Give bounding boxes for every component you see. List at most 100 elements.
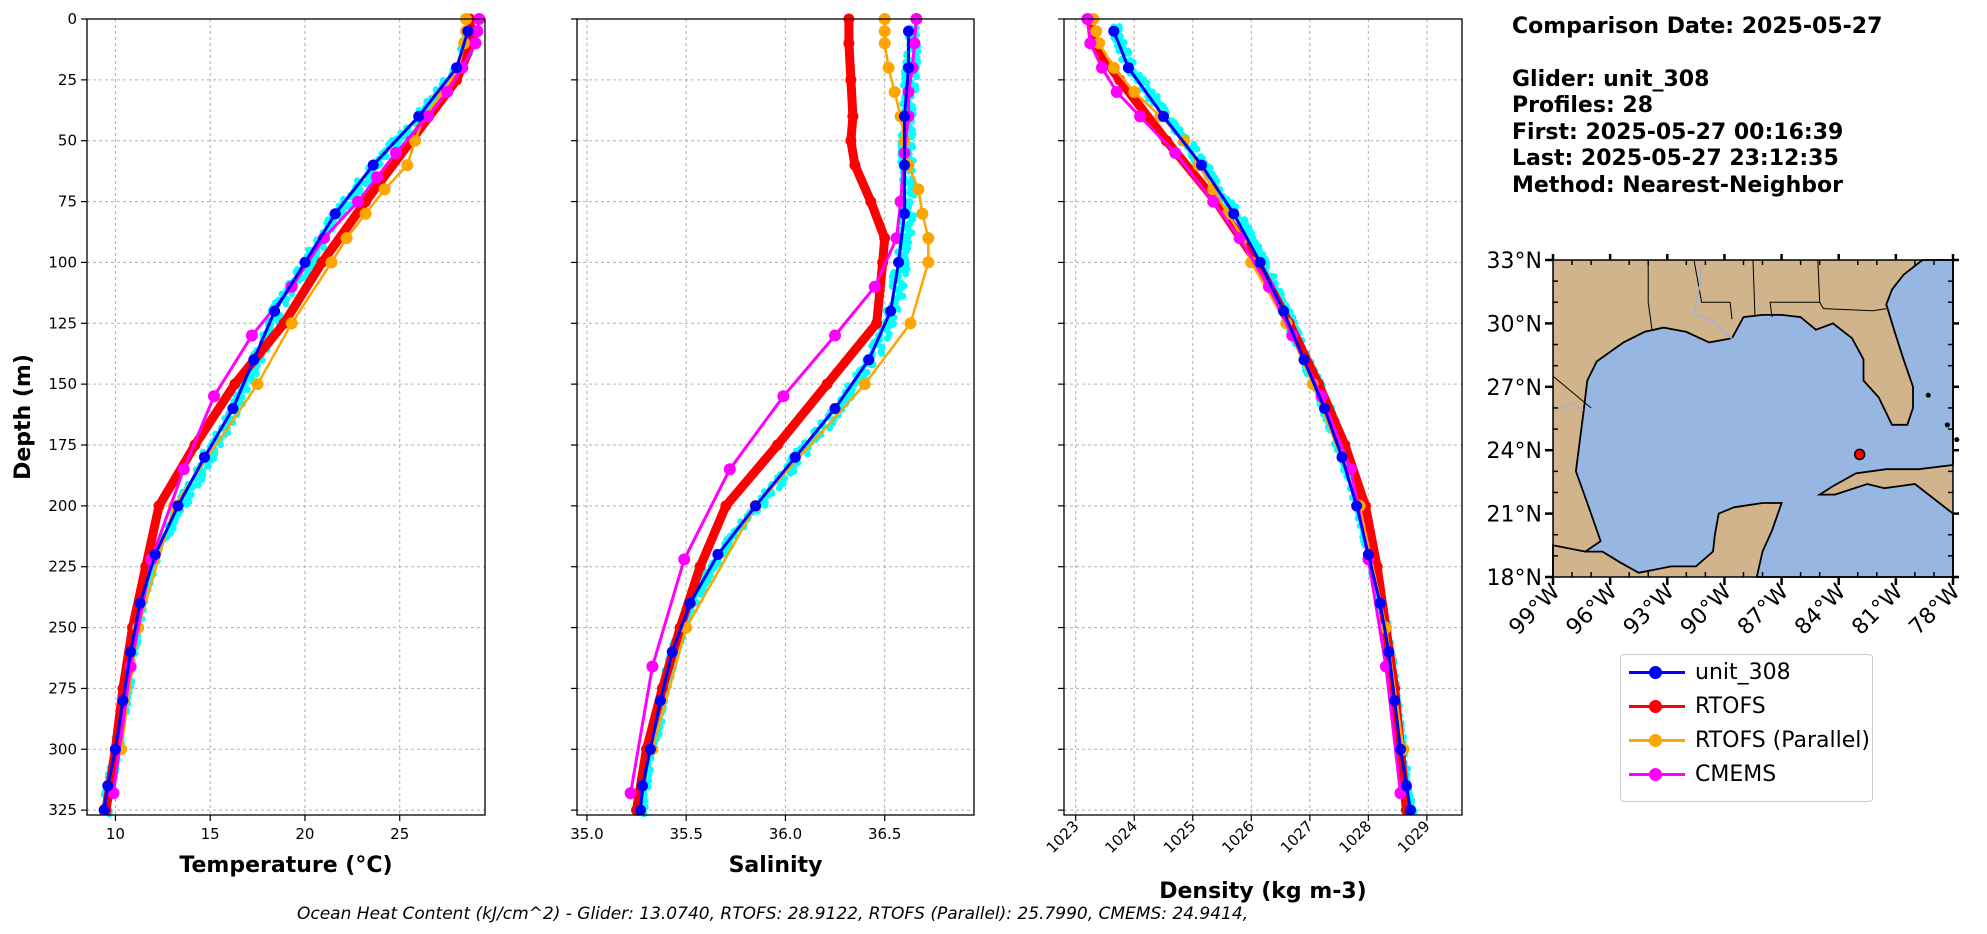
map-lon-label: 84°W <box>1790 579 1851 640</box>
legend-swatch <box>1627 730 1687 750</box>
legend-label: unit_308 <box>1695 659 1791 685</box>
x-tick-label: 1029 <box>1394 817 1434 857</box>
x-tick-label: 1024 <box>1101 817 1141 857</box>
glider-raw-point <box>356 186 364 194</box>
glider-raw-point <box>894 286 902 294</box>
map-frame <box>1552 259 1954 578</box>
map-border <box>1552 375 1592 409</box>
glider-raw-point <box>320 244 327 251</box>
series-point <box>904 317 917 330</box>
series-point <box>821 378 833 390</box>
glider-raw-point <box>715 560 722 567</box>
legend-swatch <box>1627 662 1687 682</box>
map-lat-label: 18°N <box>1487 566 1542 591</box>
x-axis-label: Salinity <box>729 853 823 878</box>
series-point <box>772 439 783 451</box>
series-point <box>899 110 910 122</box>
series-point <box>829 329 841 342</box>
series-point <box>720 500 732 512</box>
series-point <box>868 280 881 293</box>
series-point <box>878 25 891 38</box>
x-tick-label: 20 <box>295 825 314 843</box>
last-time: Last: 2025-05-27 23:12:35 <box>1512 146 1839 171</box>
y-tick-label: 25 <box>58 71 77 89</box>
map-ocean <box>1552 259 1954 578</box>
series-point <box>1158 110 1169 122</box>
series-point <box>149 549 161 560</box>
series-point <box>829 403 841 414</box>
y-axis-label: Depth (m) <box>11 354 36 480</box>
glider-raw-point <box>1148 88 1156 96</box>
x-tick-label: 1023 <box>1043 817 1083 857</box>
series-cmems <box>107 13 486 800</box>
series-point <box>1389 695 1401 707</box>
series-point <box>1351 500 1363 512</box>
legend-label: RTOFS <box>1695 693 1766 719</box>
legend-item-rtofs-parallel: RTOFS (Parallel) <box>1621 723 1872 757</box>
series-point <box>624 787 637 800</box>
series-point <box>678 553 691 566</box>
map-island <box>1954 437 1960 443</box>
series-point <box>1169 146 1182 159</box>
series-rtofs <box>100 13 478 816</box>
series-point <box>908 37 921 50</box>
series-point <box>245 329 258 342</box>
series-point <box>316 256 328 268</box>
legend-item-unit-308: unit_308 <box>1621 655 1872 689</box>
map-river <box>1552 403 1584 413</box>
glider-raw-point <box>913 49 921 56</box>
series-point <box>879 232 891 244</box>
y-tick-label: 175 <box>48 436 77 454</box>
series-point <box>893 256 905 268</box>
series-point <box>899 208 910 220</box>
glider-raw-point <box>362 180 370 188</box>
y-tick-label: 200 <box>48 497 77 515</box>
series-point <box>1122 62 1134 74</box>
x-tick-label: 10 <box>106 825 125 843</box>
series-line <box>639 31 910 811</box>
series-point <box>1128 86 1141 98</box>
series-point <box>666 646 678 658</box>
series-point <box>98 804 110 816</box>
glider-raw-point <box>900 282 908 290</box>
map-lon-label: 90°W <box>1676 579 1737 640</box>
series-point <box>843 37 855 49</box>
series-point <box>1107 61 1120 74</box>
series-point <box>871 317 883 329</box>
series-point <box>1093 37 1106 50</box>
series-point <box>117 695 129 707</box>
series-point <box>1207 195 1220 208</box>
series-point <box>684 597 696 609</box>
series-rtofs <box>631 13 891 816</box>
series-point <box>899 159 910 171</box>
glider-raw-point <box>878 350 886 357</box>
series-point <box>890 232 903 245</box>
y-tick-label: 125 <box>48 314 77 332</box>
glider-raw-point <box>183 501 190 508</box>
series-point <box>285 317 298 330</box>
glider-raw-point <box>1193 145 1201 153</box>
glider-raw-points <box>1110 23 1418 816</box>
series-point <box>1134 110 1147 123</box>
series-point <box>902 86 915 98</box>
series-point <box>469 37 482 50</box>
profile-count: Profiles: 28 <box>1512 93 1654 118</box>
y-tick-label: 325 <box>48 801 77 819</box>
map-lat-label: 33°N <box>1487 249 1542 274</box>
series-point <box>102 780 114 792</box>
legend-label: RTOFS (Parallel) <box>1695 727 1870 753</box>
series-point <box>248 354 260 366</box>
series-point <box>1298 354 1310 366</box>
comparison-date: Comparison Date: 2025-05-27 <box>1512 14 1883 39</box>
map-lat-label: 30°N <box>1487 312 1542 337</box>
series-line <box>112 18 481 794</box>
series-point <box>637 780 648 792</box>
series-point <box>134 597 146 609</box>
x-tick-label: 36.5 <box>868 825 901 843</box>
x-tick-label: 25 <box>390 825 409 843</box>
series-point <box>858 378 871 391</box>
series-point <box>1108 25 1120 37</box>
series-point <box>888 86 901 98</box>
series-point <box>153 500 165 512</box>
ocean-heat-content-footer: Ocean Heat Content (kJ/cm^2) - Glider: 1… <box>297 904 1249 924</box>
